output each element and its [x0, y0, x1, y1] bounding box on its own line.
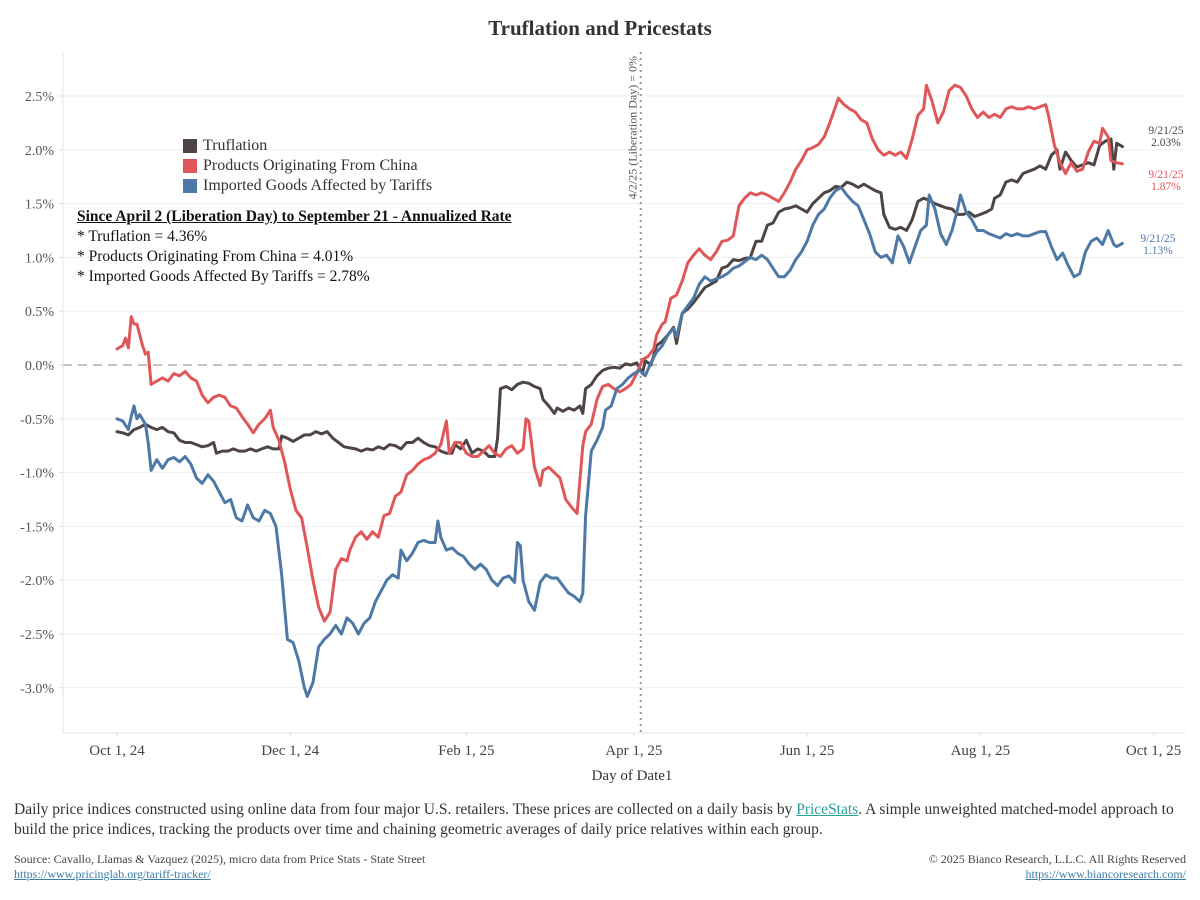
y-tick-label: 0.0% [25, 359, 55, 374]
end-label-value: 1.13% [1143, 245, 1173, 257]
bianco-link[interactable]: https://www.biancoresearch.com/ [1025, 867, 1186, 881]
x-tick-label: Jun 1, 25 [780, 743, 835, 759]
reference-line: 4/2/25 (Liberation Day) = 0% [626, 52, 642, 733]
y-tick-label: 2.5% [25, 90, 55, 105]
annotation-line: * Truflation = 4.36% [77, 228, 208, 245]
end-label-date: 9/21/25 [1148, 169, 1183, 181]
x-tick-label: Aug 1, 25 [951, 743, 1011, 759]
legend-label: Products Originating From China [203, 157, 418, 174]
copyright-text: © 2025 Bianco Research, L.L.C. All Right… [928, 852, 1186, 866]
end-label-value: 1.87% [1151, 181, 1181, 193]
y-tick-label: 1.5% [25, 198, 55, 213]
source-text: Source: Cavallo, Llamas & Vazquez (2025)… [14, 852, 426, 866]
description-text: . A simple unweighted matched-model appr… [14, 801, 1174, 838]
annualized-rate-annotation: Since April 2 (Liberation Day) to Septem… [77, 207, 512, 287]
end-label-date: 9/21/25 [1148, 125, 1183, 137]
x-tick-label: Apr 1, 25 [605, 743, 662, 759]
y-tick-label: 2.0% [25, 144, 55, 159]
china-line[interactable] [115, 83, 1124, 623]
y-tick-label: -0.5% [20, 413, 54, 428]
series-lines [115, 83, 1124, 698]
pricestats-link[interactable]: PriceStats [796, 801, 859, 818]
legend: Truflation Products Originating From Chi… [183, 136, 432, 196]
liberation-day-label: 4/2/25 (Liberation Day) = 0% [626, 56, 640, 199]
y-tick-label: -1.5% [20, 520, 54, 535]
truflation-line[interactable] [115, 137, 1124, 458]
y-tick-label: -2.0% [20, 574, 54, 589]
gridlines [63, 95, 1186, 689]
annotation-line: * Imported Goods Affected By Tariffs = 2… [77, 268, 370, 285]
source-note: Source: Cavallo, Llamas & Vazquez (2025)… [14, 852, 425, 882]
y-tick-label: -3.0% [20, 682, 54, 697]
legend-swatch [183, 139, 197, 153]
legend-swatch [183, 179, 197, 193]
x-tick-label: Feb 1, 25 [438, 743, 494, 759]
description-text: Daily price indices constructed using on… [14, 801, 797, 818]
legend-label: Imported Goods Affected by Tariffs [203, 177, 433, 194]
x-tick-label: Oct 1, 24 [89, 743, 145, 759]
legend-item-china[interactable]: Products Originating From China [183, 156, 432, 176]
description: Daily price indices constructed using on… [14, 800, 1189, 840]
copyright-note: © 2025 Bianco Research, L.L.C. All Right… [929, 852, 1186, 882]
x-axis: Oct 1, 24 Dec 1, 24 Feb 1, 25 Apr 1, 25 Jun … [63, 732, 1186, 759]
annotation-heading: Since April 2 (Liberation Day) to Septem… [77, 208, 512, 225]
x-axis-label: Day of Date1 [592, 768, 673, 784]
end-label-value: 2.03% [1151, 137, 1181, 149]
y-tick-label: 1.0% [25, 251, 55, 266]
y-tick-label: 0.5% [25, 305, 55, 320]
source-link[interactable]: https://www.pricinglab.org/tariff-tracke… [14, 867, 211, 881]
legend-swatch [183, 159, 197, 173]
tariffs-line[interactable] [115, 186, 1124, 698]
legend-item-truflation[interactable]: Truflation [183, 136, 432, 156]
end-labels: 9/21/252.03%9/21/251.87%9/21/251.13% [1140, 125, 1183, 257]
legend-label: Truflation [203, 137, 268, 154]
y-tick-label: -1.0% [20, 467, 54, 482]
x-tick-label: Oct 1, 25 [1126, 743, 1181, 759]
x-tick-label: Dec 1, 24 [261, 743, 319, 759]
line-chart: 2.5% 2.0% 1.5% 1.0% 0.5% 0.0% -0.5% -1.0% -1.5% -… [20, 52, 1186, 784]
y-axis: 2.5% 2.0% 1.5% 1.0% 0.5% 0.0% -0.5% -1.0% -1.5% -… [20, 52, 64, 733]
chart-title: Truflation and Pricestats [488, 16, 712, 40]
end-label-date: 9/21/25 [1140, 233, 1175, 245]
legend-item-tariffs[interactable]: Imported Goods Affected by Tariffs [183, 176, 432, 196]
annotation-line: * Products Originating From China = 4.01… [77, 248, 354, 265]
y-tick-label: -2.5% [20, 628, 54, 643]
